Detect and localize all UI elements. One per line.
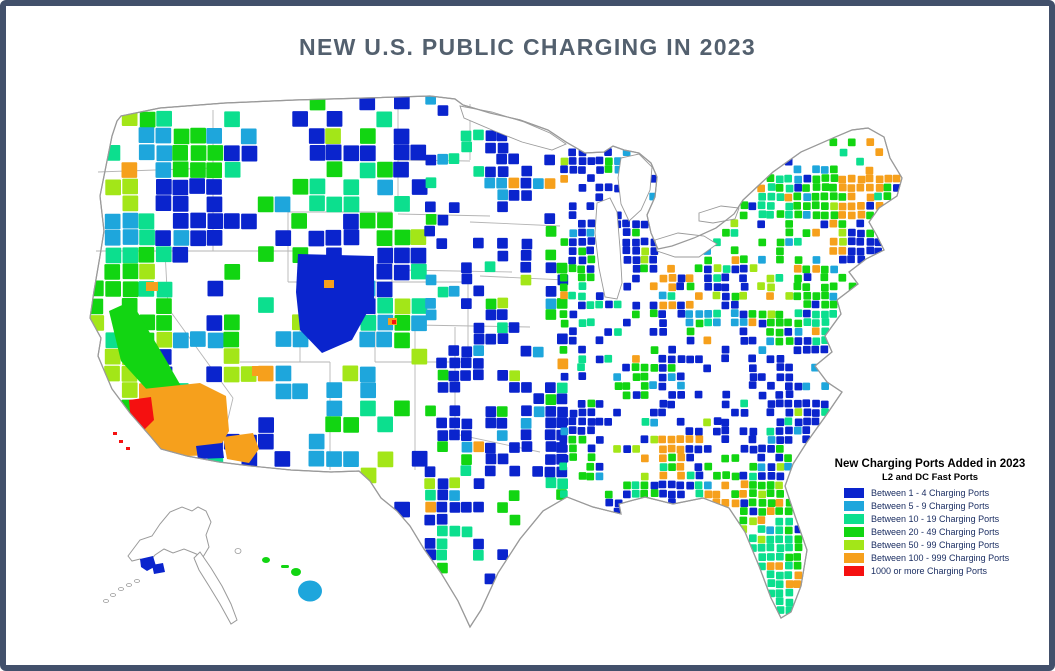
legend-label: Between 10 - 19 Charging Ports — [871, 514, 1000, 525]
legend-item: Between 1 - 4 Charging Ports — [844, 488, 1040, 499]
legend-swatch — [844, 514, 864, 525]
channel-islands — [113, 432, 130, 450]
legend-swatch — [844, 553, 864, 564]
legend-item: Between 50 - 99 Charging Ports — [844, 540, 1040, 551]
legend-swatch — [844, 540, 864, 551]
legend-label: Between 5 - 9 Charging Ports — [871, 501, 990, 512]
legend-swatch — [844, 488, 864, 499]
legend-label: Between 50 - 99 Charging Ports — [871, 540, 1000, 551]
legend-label: Between 100 - 999 Charging Ports — [871, 553, 1010, 564]
legend-items: Between 1 - 4 Charging Ports Between 5 - … — [820, 488, 1040, 577]
legend-swatch — [844, 527, 864, 538]
legend-label: Between 1 - 4 Charging Ports — [871, 488, 990, 499]
legend-item: Between 5 - 9 Charging Ports — [844, 501, 1040, 512]
legend-item: Between 20 - 49 Charging Ports — [844, 527, 1040, 538]
county-cells — [90, 96, 901, 615]
legend-item: 1000 or more Charging Ports — [844, 566, 1040, 577]
page-title: NEW U.S. PUBLIC CHARGING IN 2023 — [299, 34, 756, 60]
legend-label: Between 20 - 49 Charging Ports — [871, 527, 1000, 538]
legend-swatch — [844, 501, 864, 512]
alaska-inset — [103, 506, 238, 625]
great-lakes — [459, 105, 740, 300]
legend-label: 1000 or more Charging Ports — [871, 566, 988, 577]
legend-subtitle: L2 and DC Fast Ports — [881, 472, 979, 484]
legend-item: Between 100 - 999 Charging Ports — [844, 553, 1040, 564]
hawaii-inset — [234, 548, 322, 602]
legend-title: New Charging Ports Added in 2023 — [834, 458, 1026, 470]
map-legend: New Charging Ports Added in 2023 L2 and … — [820, 458, 1040, 580]
legend-item: Between 10 - 19 Charging Ports — [844, 514, 1040, 525]
legend-swatch — [844, 566, 864, 577]
